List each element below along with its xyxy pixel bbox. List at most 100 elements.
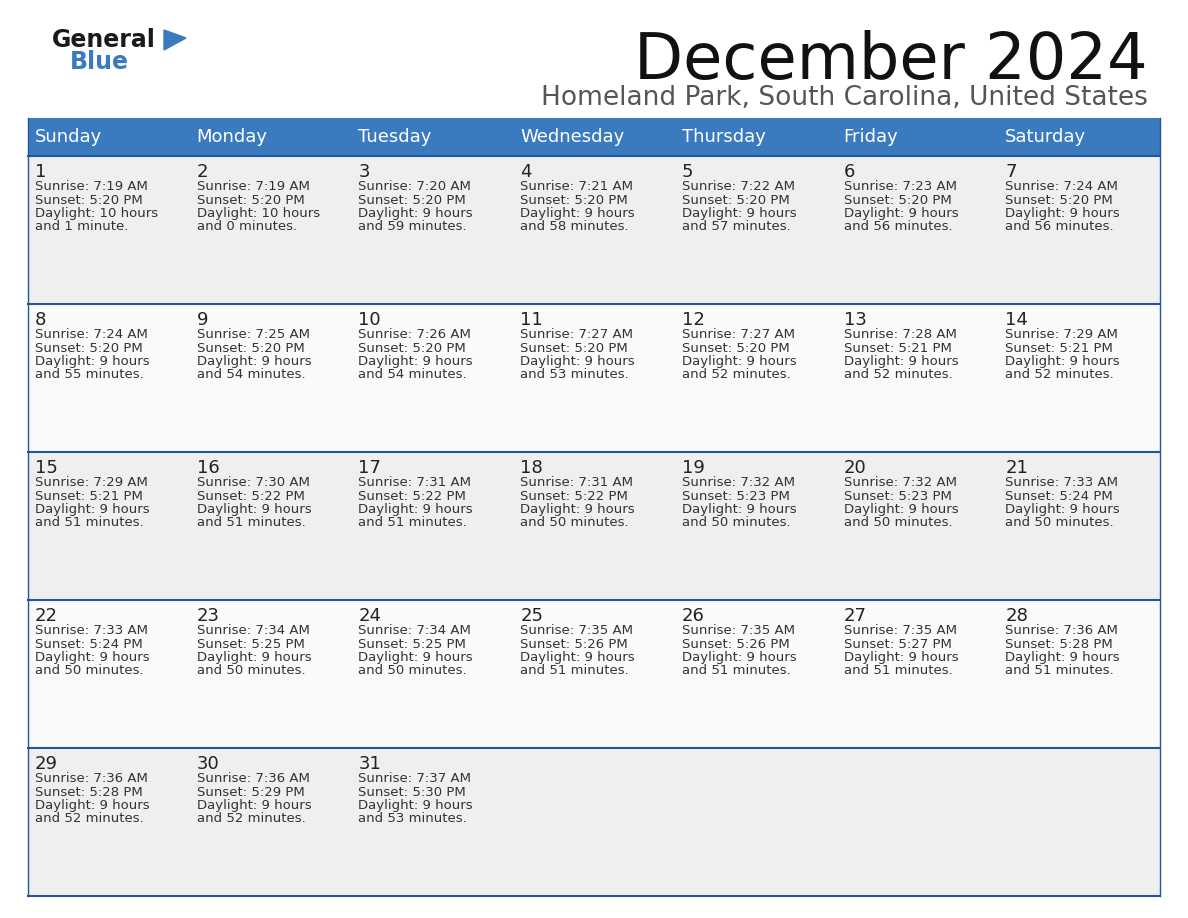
Text: and 52 minutes.: and 52 minutes. xyxy=(197,812,305,825)
Text: General: General xyxy=(52,28,156,52)
Bar xyxy=(29,452,1159,600)
Text: and 52 minutes.: and 52 minutes. xyxy=(34,812,144,825)
Text: 29: 29 xyxy=(34,755,58,773)
Text: December 2024: December 2024 xyxy=(634,30,1148,92)
Text: 25: 25 xyxy=(520,607,543,625)
Text: Daylight: 9 hours: Daylight: 9 hours xyxy=(1005,503,1120,516)
Text: Sunset: 5:29 PM: Sunset: 5:29 PM xyxy=(197,786,304,799)
Text: Sunset: 5:30 PM: Sunset: 5:30 PM xyxy=(359,786,466,799)
Text: Daylight: 9 hours: Daylight: 9 hours xyxy=(34,651,150,664)
Text: and 59 minutes.: and 59 minutes. xyxy=(359,220,467,233)
Text: and 50 minutes.: and 50 minutes. xyxy=(34,665,144,677)
Text: and 57 minutes.: and 57 minutes. xyxy=(682,220,790,233)
Text: Sunrise: 7:24 AM: Sunrise: 7:24 AM xyxy=(34,328,147,341)
Text: Daylight: 9 hours: Daylight: 9 hours xyxy=(359,207,473,220)
Text: Sunset: 5:20 PM: Sunset: 5:20 PM xyxy=(197,341,304,354)
Text: Sunset: 5:22 PM: Sunset: 5:22 PM xyxy=(197,489,304,502)
Bar xyxy=(29,156,1159,304)
Text: Daylight: 9 hours: Daylight: 9 hours xyxy=(197,651,311,664)
Text: and 54 minutes.: and 54 minutes. xyxy=(359,368,467,382)
Text: Sunset: 5:20 PM: Sunset: 5:20 PM xyxy=(197,194,304,207)
Text: Daylight: 9 hours: Daylight: 9 hours xyxy=(34,799,150,812)
Text: and 51 minutes.: and 51 minutes. xyxy=(197,517,305,530)
Text: Daylight: 9 hours: Daylight: 9 hours xyxy=(34,355,150,368)
Text: Sunrise: 7:22 AM: Sunrise: 7:22 AM xyxy=(682,180,795,193)
Text: Daylight: 9 hours: Daylight: 9 hours xyxy=(843,207,959,220)
Text: 19: 19 xyxy=(682,459,704,477)
Text: Saturday: Saturday xyxy=(1005,128,1086,146)
Text: Friday: Friday xyxy=(843,128,898,146)
Text: 11: 11 xyxy=(520,311,543,329)
Text: 3: 3 xyxy=(359,163,369,181)
Text: Sunrise: 7:32 AM: Sunrise: 7:32 AM xyxy=(843,476,956,489)
Text: Sunset: 5:23 PM: Sunset: 5:23 PM xyxy=(682,489,790,502)
Text: and 51 minutes.: and 51 minutes. xyxy=(682,665,790,677)
Text: and 51 minutes.: and 51 minutes. xyxy=(1005,665,1114,677)
Text: and 53 minutes.: and 53 minutes. xyxy=(520,368,628,382)
Text: and 51 minutes.: and 51 minutes. xyxy=(34,517,144,530)
Text: and 50 minutes.: and 50 minutes. xyxy=(520,517,628,530)
Text: Homeland Park, South Carolina, United States: Homeland Park, South Carolina, United St… xyxy=(541,85,1148,111)
Text: Blue: Blue xyxy=(70,50,129,74)
Text: Daylight: 9 hours: Daylight: 9 hours xyxy=(359,651,473,664)
Text: 31: 31 xyxy=(359,755,381,773)
Text: Sunrise: 7:35 AM: Sunrise: 7:35 AM xyxy=(520,624,633,637)
Text: Sunrise: 7:21 AM: Sunrise: 7:21 AM xyxy=(520,180,633,193)
Text: Sunrise: 7:26 AM: Sunrise: 7:26 AM xyxy=(359,328,472,341)
Text: and 58 minutes.: and 58 minutes. xyxy=(520,220,628,233)
Text: Sunrise: 7:27 AM: Sunrise: 7:27 AM xyxy=(682,328,795,341)
Text: Daylight: 9 hours: Daylight: 9 hours xyxy=(520,503,634,516)
Text: Sunset: 5:22 PM: Sunset: 5:22 PM xyxy=(520,489,628,502)
Text: and 51 minutes.: and 51 minutes. xyxy=(843,665,953,677)
Text: and 55 minutes.: and 55 minutes. xyxy=(34,368,144,382)
Text: Daylight: 9 hours: Daylight: 9 hours xyxy=(1005,355,1120,368)
Text: 8: 8 xyxy=(34,311,46,329)
Text: Sunset: 5:20 PM: Sunset: 5:20 PM xyxy=(682,194,790,207)
Text: Sunset: 5:26 PM: Sunset: 5:26 PM xyxy=(520,637,628,651)
Bar xyxy=(29,304,1159,452)
Text: Sunrise: 7:34 AM: Sunrise: 7:34 AM xyxy=(359,624,472,637)
Text: Daylight: 10 hours: Daylight: 10 hours xyxy=(197,207,320,220)
Text: and 50 minutes.: and 50 minutes. xyxy=(1005,517,1114,530)
Text: Daylight: 9 hours: Daylight: 9 hours xyxy=(682,207,796,220)
Text: 15: 15 xyxy=(34,459,58,477)
Text: Daylight: 9 hours: Daylight: 9 hours xyxy=(843,355,959,368)
Text: Sunset: 5:24 PM: Sunset: 5:24 PM xyxy=(1005,489,1113,502)
Text: Sunset: 5:26 PM: Sunset: 5:26 PM xyxy=(682,637,790,651)
Text: Sunset: 5:20 PM: Sunset: 5:20 PM xyxy=(359,341,466,354)
Text: Sunrise: 7:27 AM: Sunrise: 7:27 AM xyxy=(520,328,633,341)
Text: Daylight: 9 hours: Daylight: 9 hours xyxy=(1005,207,1120,220)
Text: 27: 27 xyxy=(843,607,866,625)
Text: Sunset: 5:20 PM: Sunset: 5:20 PM xyxy=(34,341,143,354)
Text: Sunrise: 7:29 AM: Sunrise: 7:29 AM xyxy=(34,476,147,489)
Text: 13: 13 xyxy=(843,311,866,329)
Text: 5: 5 xyxy=(682,163,694,181)
Bar xyxy=(513,748,675,896)
Text: and 0 minutes.: and 0 minutes. xyxy=(197,220,297,233)
Text: 1: 1 xyxy=(34,163,46,181)
Text: Sunset: 5:24 PM: Sunset: 5:24 PM xyxy=(34,637,143,651)
Text: Daylight: 9 hours: Daylight: 9 hours xyxy=(682,355,796,368)
Text: Sunrise: 7:19 AM: Sunrise: 7:19 AM xyxy=(197,180,310,193)
Text: and 50 minutes.: and 50 minutes. xyxy=(197,665,305,677)
Text: Sunset: 5:20 PM: Sunset: 5:20 PM xyxy=(682,341,790,354)
Text: and 51 minutes.: and 51 minutes. xyxy=(520,665,628,677)
Text: Sunset: 5:25 PM: Sunset: 5:25 PM xyxy=(197,637,304,651)
Text: Daylight: 9 hours: Daylight: 9 hours xyxy=(359,355,473,368)
Bar xyxy=(998,748,1159,896)
Bar xyxy=(29,748,1159,896)
Text: Thursday: Thursday xyxy=(682,128,766,146)
Text: Monday: Monday xyxy=(197,128,267,146)
Text: and 52 minutes.: and 52 minutes. xyxy=(843,368,953,382)
Text: Sunset: 5:28 PM: Sunset: 5:28 PM xyxy=(1005,637,1113,651)
Text: Sunrise: 7:32 AM: Sunrise: 7:32 AM xyxy=(682,476,795,489)
Text: and 52 minutes.: and 52 minutes. xyxy=(682,368,790,382)
Text: Daylight: 9 hours: Daylight: 9 hours xyxy=(34,503,150,516)
Text: Sunrise: 7:36 AM: Sunrise: 7:36 AM xyxy=(34,772,147,785)
Text: Sunrise: 7:34 AM: Sunrise: 7:34 AM xyxy=(197,624,310,637)
Text: and 50 minutes.: and 50 minutes. xyxy=(359,665,467,677)
Text: Sunset: 5:28 PM: Sunset: 5:28 PM xyxy=(34,786,143,799)
Text: Daylight: 9 hours: Daylight: 9 hours xyxy=(843,651,959,664)
Text: Daylight: 9 hours: Daylight: 9 hours xyxy=(520,651,634,664)
Text: 22: 22 xyxy=(34,607,58,625)
